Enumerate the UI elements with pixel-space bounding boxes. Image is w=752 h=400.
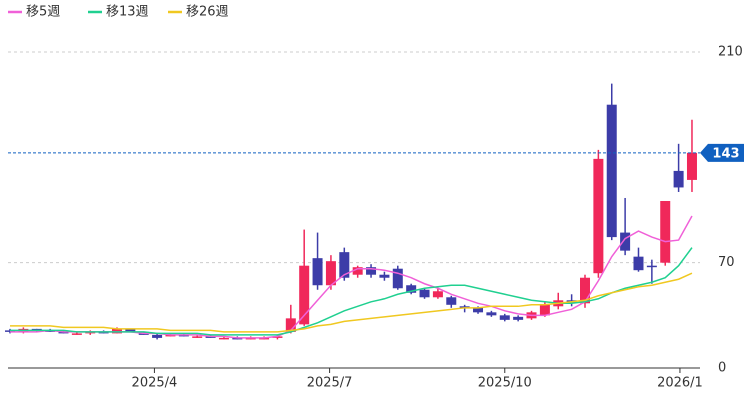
last-price-tag xyxy=(700,143,744,162)
candle-body xyxy=(125,328,136,332)
candle-body xyxy=(473,307,484,313)
candle-body xyxy=(673,170,684,188)
candle-body xyxy=(606,104,617,238)
candle-body xyxy=(419,289,430,298)
y-tick-label: 210 xyxy=(718,45,743,60)
candle-body xyxy=(245,337,256,340)
candle-body xyxy=(299,265,310,325)
candle-body xyxy=(446,297,457,305)
candle-body xyxy=(312,258,323,286)
x-tick-label: 2026/1 xyxy=(657,376,703,391)
y-tick-label: 70 xyxy=(718,255,735,270)
candle-body xyxy=(660,200,671,263)
y-tick-label: 0 xyxy=(718,361,726,376)
candle-body xyxy=(232,337,243,340)
candle-body xyxy=(285,318,296,332)
ma-line xyxy=(10,272,693,333)
candle-body xyxy=(499,315,510,320)
candle-body xyxy=(539,304,550,316)
candle-body xyxy=(620,232,631,251)
candle-body xyxy=(111,328,122,334)
legend-label: 移5週 xyxy=(26,5,60,20)
candle-body xyxy=(646,265,657,268)
candle-body xyxy=(486,312,497,316)
candle-body xyxy=(379,274,390,278)
candle-body xyxy=(325,261,336,286)
candle-body xyxy=(339,252,350,278)
last-price-label: 143 xyxy=(712,146,739,161)
candle-body xyxy=(85,331,96,334)
candle-body xyxy=(366,267,377,275)
candle-body xyxy=(218,337,229,340)
candle-body xyxy=(352,267,363,275)
candle-body xyxy=(192,336,203,338)
candle-body xyxy=(686,152,697,180)
candle-body xyxy=(633,256,644,271)
x-tick-label: 2025/10 xyxy=(478,376,532,391)
candle-body xyxy=(580,277,591,304)
candle-body xyxy=(459,306,470,308)
ma-line xyxy=(10,247,693,336)
candle-body xyxy=(392,268,403,289)
x-tick-label: 2025/7 xyxy=(307,376,353,391)
candle-body xyxy=(205,336,216,338)
candle-body xyxy=(513,316,524,320)
candle-body xyxy=(406,285,417,293)
legend-label: 移13週 xyxy=(106,5,149,20)
candle-body xyxy=(593,158,604,274)
x-tick-label: 2025/4 xyxy=(132,376,178,391)
legend-label: 移26週 xyxy=(186,5,229,20)
candle-body xyxy=(5,330,16,332)
candle-body xyxy=(58,331,69,334)
candle-body xyxy=(98,331,109,334)
candle-body xyxy=(432,291,443,298)
ma-line xyxy=(10,215,693,339)
candle-body xyxy=(31,328,42,331)
candle-body xyxy=(152,334,163,338)
candle-body xyxy=(71,333,82,335)
candle-body xyxy=(178,334,189,337)
